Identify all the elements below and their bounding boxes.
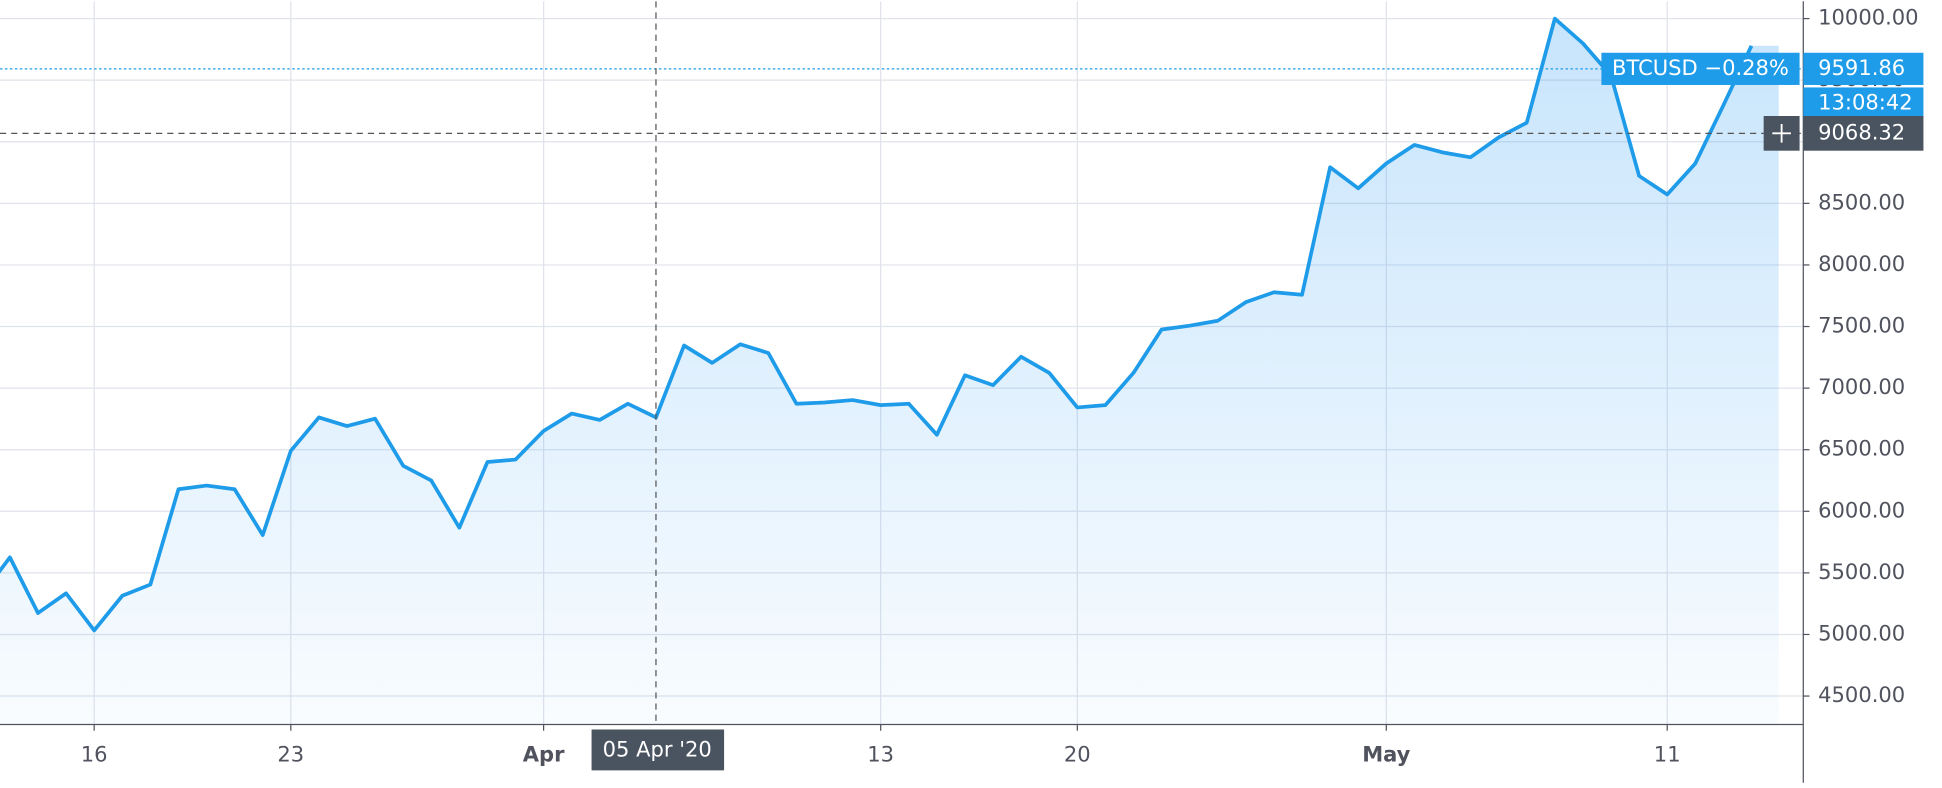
last-price-label: 9591.86 [1818, 55, 1905, 80]
y-tick-label: 7000.00 [1818, 374, 1905, 399]
countdown-label: 13:08:42 [1818, 90, 1913, 115]
x-tick-label: 13 [867, 742, 894, 767]
x-tick-label: 16 [81, 742, 108, 767]
price-badge [1803, 52, 1924, 85]
line [0, 16, 1754, 633]
y-tick-label: 5000.00 [1818, 620, 1905, 645]
x-tick-label: 23 [277, 742, 304, 767]
y-tick-label: 4500.00 [1818, 682, 1905, 707]
x-tick-label: Apr [523, 742, 565, 767]
x-tick-label: 20 [1064, 742, 1091, 767]
crosshair-date-badge [591, 729, 725, 771]
x-tick-label: 11 [1654, 742, 1681, 767]
area [0, 18, 1779, 725]
plus-icon [1772, 124, 1791, 143]
y-tick-label: 6500.00 [1818, 436, 1905, 461]
x-tick-label: May [1362, 742, 1410, 767]
y-tick-label: 8500.00 [1818, 189, 1905, 214]
y-tick-label: 5500.00 [1818, 559, 1905, 584]
y-tick-label: 10000.00 [1818, 5, 1918, 30]
y-tick-label: 8000.00 [1818, 251, 1905, 276]
symbol-badge [1601, 52, 1800, 85]
crosshair-date-label: 05 Apr '20 [603, 737, 712, 762]
symbol-label: BTCUSD −0.28% [1612, 55, 1789, 80]
countdown-badge [1803, 87, 1924, 118]
crosshair-price-label: 9068.32 [1818, 119, 1905, 144]
crosshair-price-badge [1803, 116, 1924, 151]
plot-area [0, 1, 1804, 725]
y-tick-label: 7500.00 [1818, 313, 1905, 338]
y-tick-label: 6000.00 [1818, 497, 1905, 522]
